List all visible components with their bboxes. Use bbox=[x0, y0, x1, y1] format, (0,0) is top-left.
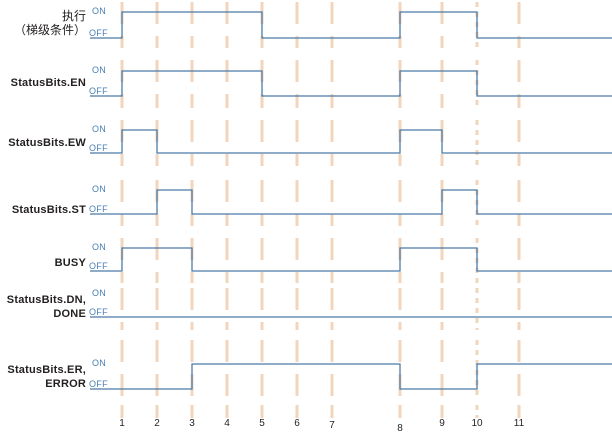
row-label-execution-rung-condition: 执行 （梯级条件） bbox=[13, 9, 86, 37]
state-label-on-statusbits-st: ON bbox=[92, 184, 107, 194]
tick-number-4: 4 bbox=[224, 418, 230, 429]
state-label-off-statusbits-er-error: OFF bbox=[89, 379, 108, 389]
tick-number-10: 10 bbox=[471, 418, 483, 429]
row-label-busy: BUSY bbox=[54, 257, 86, 269]
row-label-statusbits-er-error: StatusBits.ER, ERROR bbox=[7, 364, 86, 390]
tick-number-1: 1 bbox=[119, 418, 125, 429]
state-label-off-statusbits-en: OFF bbox=[89, 86, 108, 96]
tick-number-3: 3 bbox=[189, 418, 195, 429]
state-label-off-busy: OFF bbox=[89, 261, 108, 271]
state-label-off-execution-rung-condition: OFF bbox=[89, 28, 108, 38]
tick-number-9: 9 bbox=[439, 418, 445, 429]
state-label-on-statusbits-ew: ON bbox=[92, 124, 107, 134]
tick-number-7: 7 bbox=[329, 420, 335, 431]
state-label-off-statusbits-ew: OFF bbox=[89, 143, 108, 153]
state-label-off-statusbits-dn-done: OFF bbox=[89, 307, 108, 317]
tick-number-6: 6 bbox=[294, 418, 300, 429]
gridlines-group bbox=[120, 2, 521, 418]
waveform-execution-rung-condition bbox=[90, 11, 612, 39]
waveform-statusbits-st bbox=[90, 189, 612, 215]
tick-number-2: 2 bbox=[154, 418, 160, 429]
waveform-busy bbox=[90, 247, 612, 272]
state-label-off-statusbits-st: OFF bbox=[89, 204, 108, 214]
waveforms-group bbox=[90, 11, 612, 390]
row-label-statusbits-dn-done: StatusBits.DN, DONE bbox=[6, 294, 86, 320]
state-label-on-statusbits-en: ON bbox=[92, 65, 107, 75]
tick-number-5: 5 bbox=[259, 418, 265, 429]
tick-number-8: 8 bbox=[397, 423, 403, 434]
waveform-statusbits-er-error bbox=[90, 363, 612, 390]
row-label-statusbits-ew: StatusBits.EW bbox=[8, 137, 86, 149]
tick-number-11: 11 bbox=[513, 418, 525, 429]
row-label-statusbits-st: StatusBits.ST bbox=[11, 204, 86, 216]
state-label-on-statusbits-er-error: ON bbox=[92, 358, 107, 368]
waveform-statusbits-en bbox=[90, 70, 612, 97]
state-label-on-busy: ON bbox=[92, 242, 107, 252]
waveform-statusbits-ew bbox=[90, 129, 612, 154]
row-label-statusbits-en: StatusBits.EN bbox=[10, 77, 86, 89]
state-label-on-execution-rung-condition: ON bbox=[92, 6, 107, 16]
state-label-on-statusbits-dn-done: ON bbox=[92, 288, 107, 298]
